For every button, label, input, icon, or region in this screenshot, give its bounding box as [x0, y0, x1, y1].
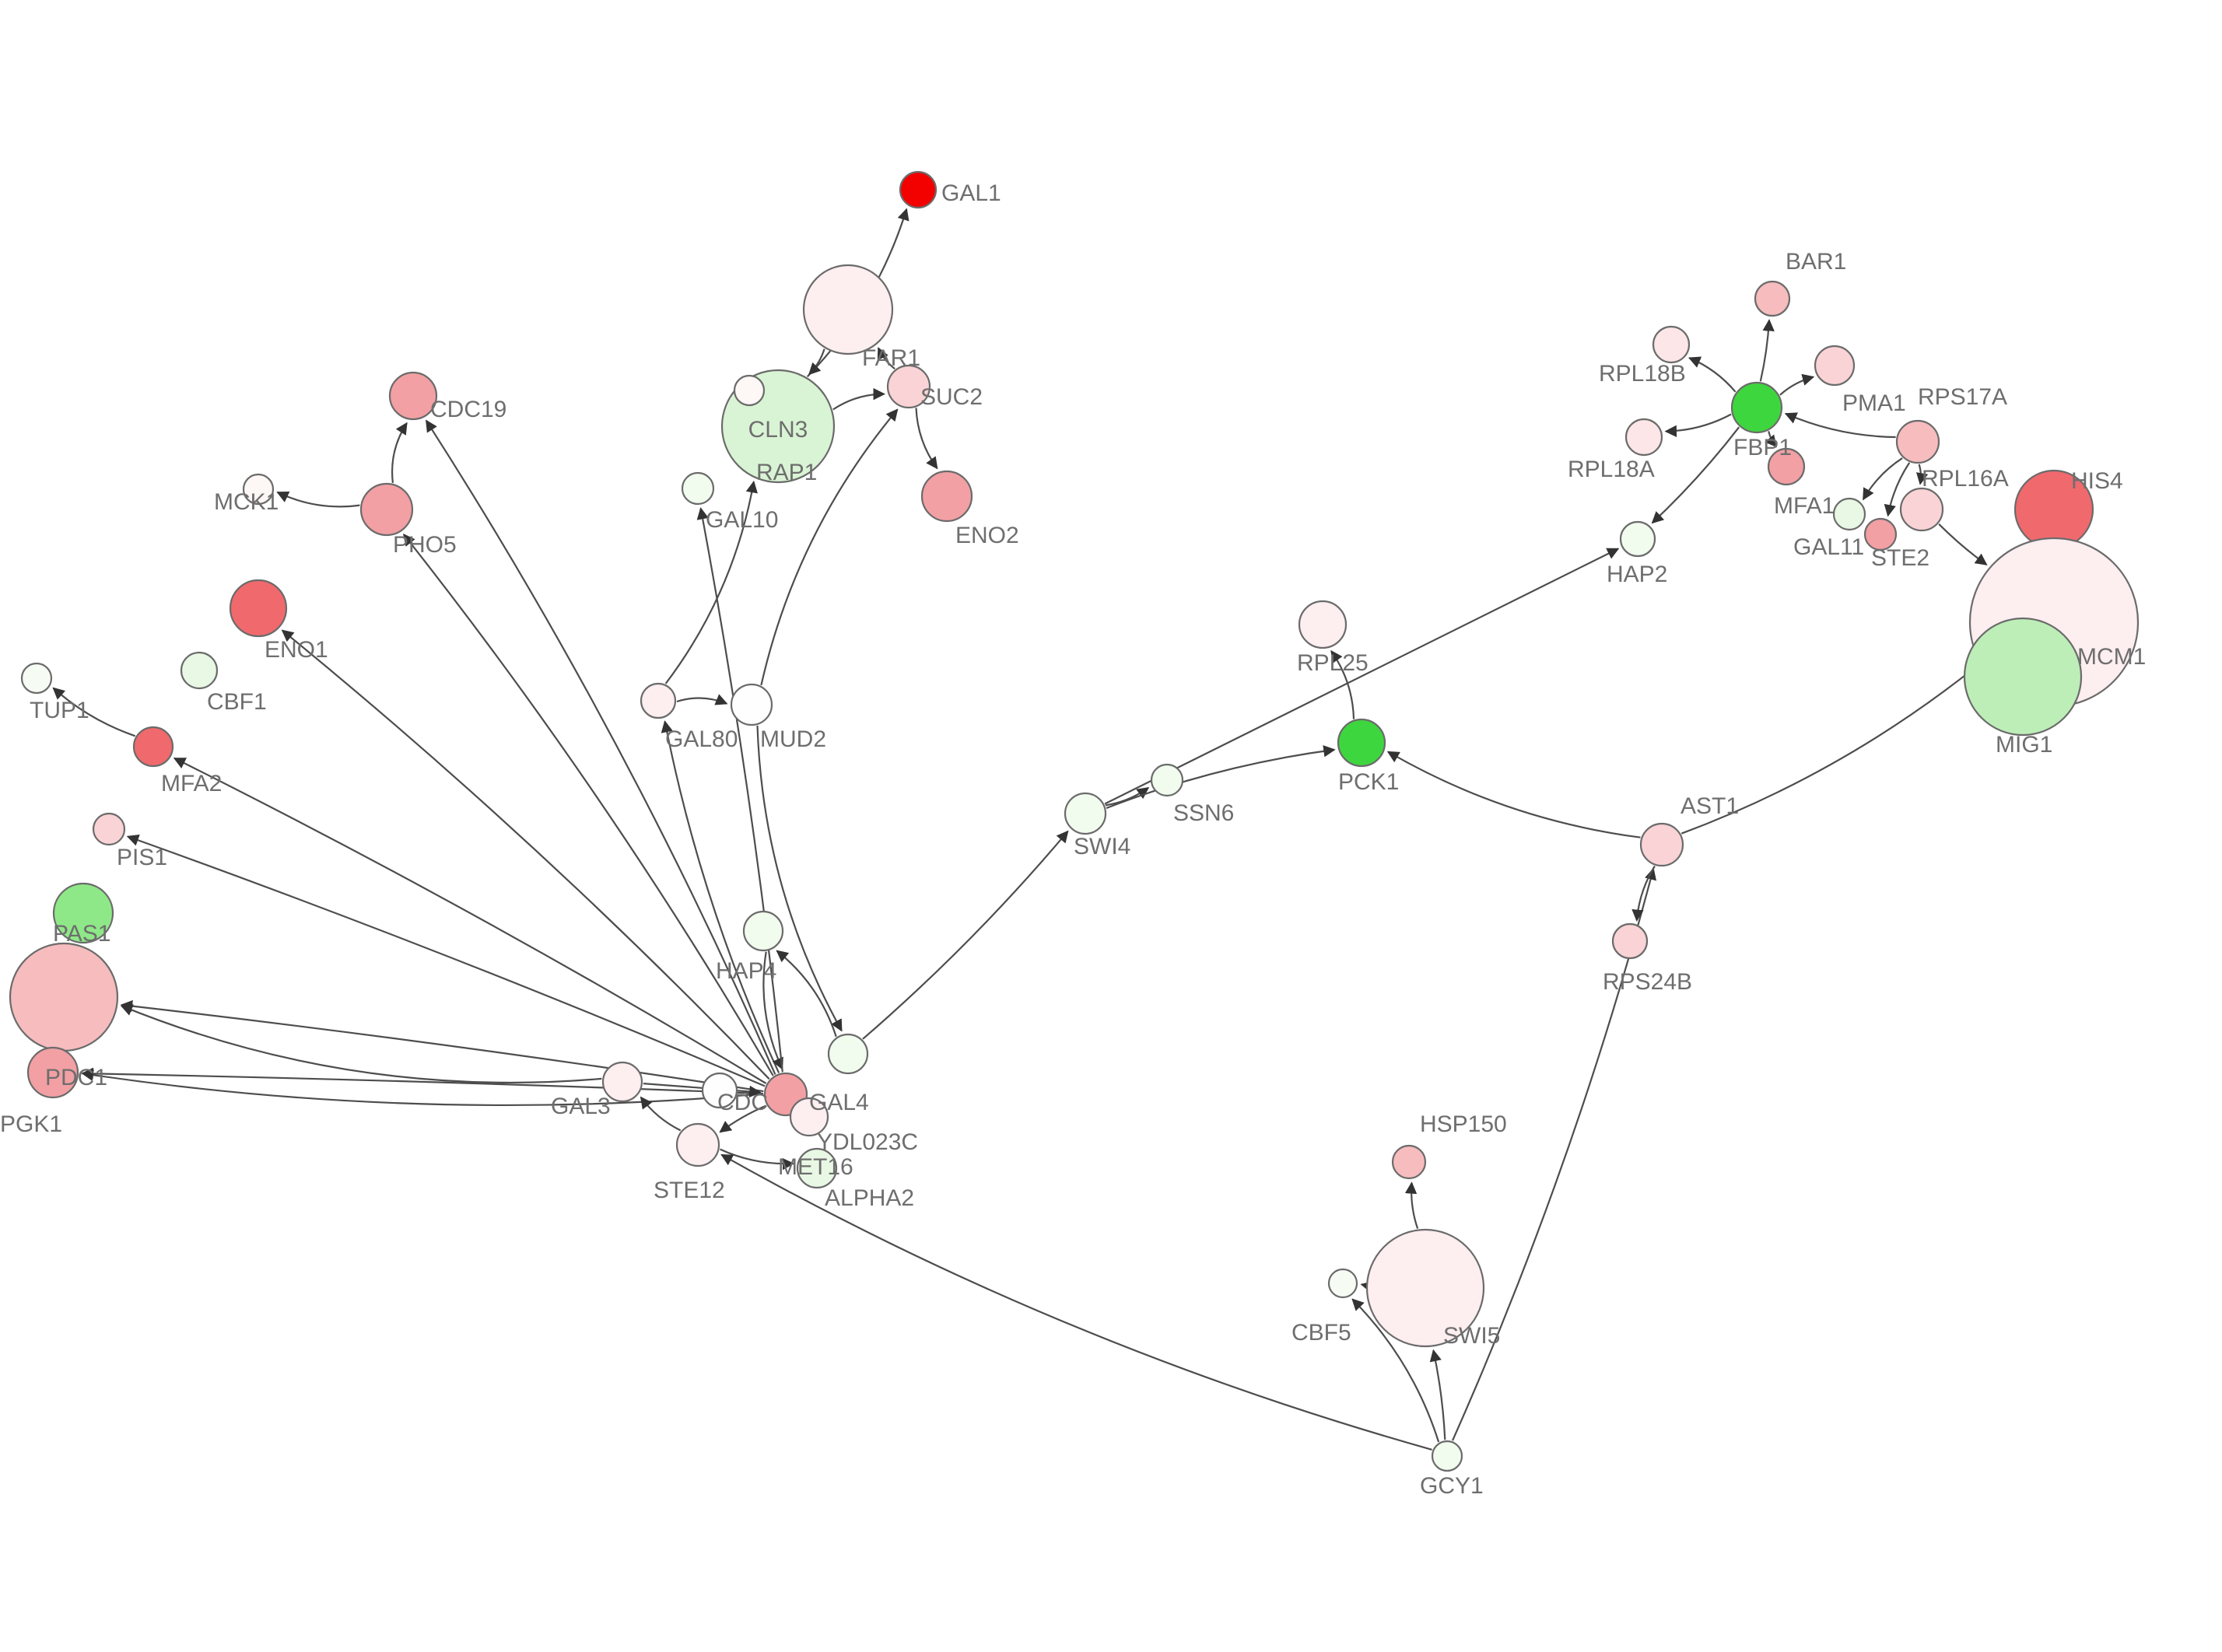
- svg-text:MUD2: MUD2: [760, 726, 826, 752]
- svg-text:HAP2: HAP2: [1607, 562, 1667, 587]
- svg-text:RPL18B: RPL18B: [1599, 361, 1686, 387]
- svg-text:CDC19: CDC19: [430, 397, 506, 422]
- svg-text:CBF5: CBF5: [1291, 1320, 1351, 1346]
- svg-text:GAL10: GAL10: [706, 507, 778, 533]
- svg-text:RPL25: RPL25: [1297, 650, 1369, 676]
- svg-text:MET16: MET16: [778, 1154, 853, 1180]
- svg-text:ENO2: ENO2: [955, 523, 1019, 548]
- svg-text:YDL023C: YDL023C: [817, 1129, 918, 1155]
- svg-text:RAP1: RAP1: [756, 460, 817, 485]
- svg-text:BAR1: BAR1: [1786, 249, 1846, 275]
- svg-text:HIS4: HIS4: [2071, 468, 2123, 494]
- svg-text:HAP4: HAP4: [716, 958, 776, 984]
- svg-text:ENO1: ENO1: [265, 637, 328, 663]
- svg-text:PIS1: PIS1: [117, 845, 167, 870]
- svg-text:GAL4: GAL4: [809, 1090, 869, 1115]
- svg-text:GAL3: GAL3: [551, 1094, 611, 1119]
- svg-text:GAL11: GAL11: [1793, 534, 1864, 560]
- svg-text:FBP1: FBP1: [1733, 435, 1792, 460]
- svg-text:STE12: STE12: [654, 1178, 725, 1203]
- svg-text:PGK1: PGK1: [0, 1111, 62, 1137]
- svg-text:PMA1: PMA1: [1842, 390, 1906, 416]
- svg-text:STE2: STE2: [1871, 545, 1929, 571]
- svg-text:ALPHA2: ALPHA2: [825, 1185, 914, 1211]
- svg-text:HSP150: HSP150: [1420, 1111, 1507, 1137]
- svg-text:CLN3: CLN3: [748, 417, 808, 443]
- svg-text:MCK1: MCK1: [214, 489, 279, 515]
- svg-text:TUP1: TUP1: [30, 698, 89, 723]
- svg-text:SWI5: SWI5: [1443, 1323, 1500, 1349]
- svg-text:GAL1: GAL1: [941, 180, 1001, 206]
- svg-text:MFA1: MFA1: [1774, 493, 1835, 519]
- svg-text:RPS24B: RPS24B: [1603, 969, 1692, 995]
- svg-text:GAL80: GAL80: [665, 726, 738, 752]
- svg-text:CDC: CDC: [717, 1090, 768, 1115]
- svg-text:SSN6: SSN6: [1173, 800, 1234, 826]
- svg-text:FAR1: FAR1: [862, 345, 920, 371]
- svg-text:GCY1: GCY1: [1420, 1473, 1484, 1499]
- svg-text:PHO5: PHO5: [393, 532, 457, 558]
- svg-text:MFA2: MFA2: [161, 771, 222, 796]
- svg-text:PAS1: PAS1: [53, 921, 111, 947]
- svg-text:CBF1: CBF1: [207, 689, 267, 715]
- svg-text:MIG1: MIG1: [1996, 732, 2052, 758]
- svg-text:AST1: AST1: [1681, 793, 1739, 819]
- svg-text:RPL16A: RPL16A: [1922, 466, 2009, 492]
- svg-text:MCM1: MCM1: [2077, 644, 2146, 670]
- svg-text:PDC1: PDC1: [45, 1065, 107, 1090]
- svg-text:PCK1: PCK1: [1338, 769, 1399, 795]
- svg-text:RPS17A: RPS17A: [1918, 384, 2007, 410]
- svg-text:SWI4: SWI4: [1074, 834, 1130, 859]
- svg-text:SUC2: SUC2: [920, 384, 983, 410]
- svg-text:RPL18A: RPL18A: [1568, 457, 1655, 482]
